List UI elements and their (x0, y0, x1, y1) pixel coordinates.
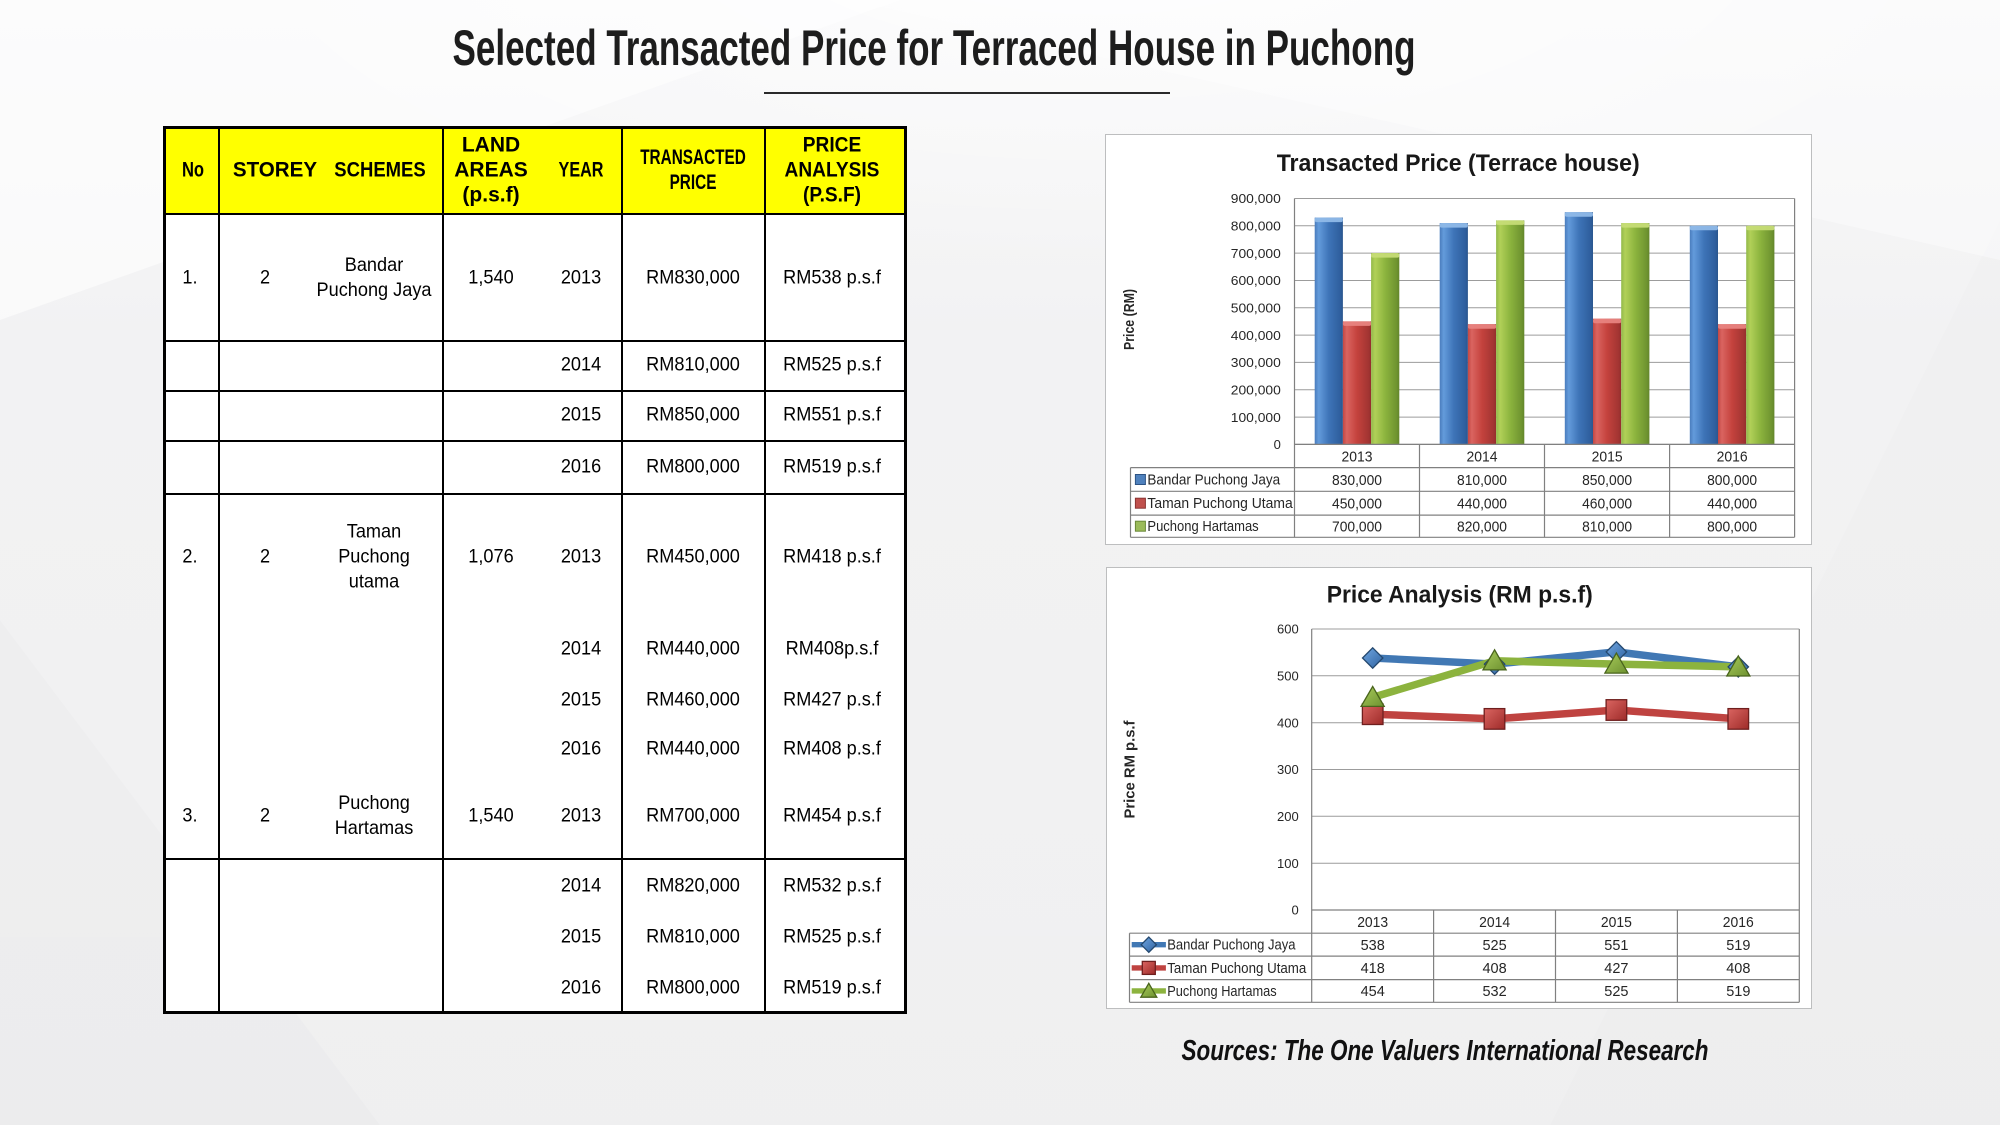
svg-text:Taman Puchong Utama: Taman Puchong Utama (1167, 960, 1307, 977)
svg-text:Puchong Hartamas: Puchong Hartamas (1167, 983, 1276, 1000)
svg-text:418: 418 (1361, 961, 1385, 977)
svg-text:454: 454 (1361, 984, 1385, 1000)
svg-text:700,000: 700,000 (1332, 519, 1382, 536)
svg-text:100,000: 100,000 (1231, 410, 1281, 425)
svg-text:Price Analysis (RM p.s.f): Price Analysis (RM p.s.f) (1327, 581, 1593, 608)
svg-text:2014: 2014 (1479, 914, 1510, 931)
svg-text:532: 532 (1482, 984, 1506, 1000)
svg-text:440,000: 440,000 (1707, 496, 1757, 513)
svg-text:810,000: 810,000 (1457, 472, 1507, 489)
svg-text:538: 538 (1361, 938, 1385, 954)
svg-text:Selected Transacted Price for: Selected Transacted Price for Terraced H… (453, 20, 1416, 76)
svg-text:408: 408 (1726, 961, 1750, 977)
svg-text:Price RM p.s.f: Price RM p.s.f (1122, 720, 1139, 819)
svg-text:525: 525 (1482, 938, 1506, 954)
svg-text:300: 300 (1277, 762, 1299, 777)
svg-text:Puchong Hartamas: Puchong Hartamas (1147, 518, 1258, 535)
svg-text:0: 0 (1291, 903, 1298, 918)
svg-text:800,000: 800,000 (1231, 219, 1281, 234)
svg-text:2015: 2015 (1601, 914, 1632, 931)
svg-text:810,000: 810,000 (1582, 519, 1632, 536)
svg-text:830,000: 830,000 (1332, 472, 1382, 489)
svg-text:800,000: 800,000 (1707, 472, 1757, 489)
svg-text:Bandar Puchong Jaya: Bandar Puchong Jaya (1147, 472, 1280, 489)
svg-text:500,000: 500,000 (1231, 301, 1281, 316)
svg-text:2013: 2013 (1357, 914, 1388, 931)
svg-text:Transacted Price (Terrace hous: Transacted Price (Terrace house) (1277, 150, 1640, 177)
svg-text:500: 500 (1277, 669, 1299, 684)
svg-text:0: 0 (1274, 437, 1281, 452)
svg-text:Taman Puchong Utama: Taman Puchong Utama (1147, 495, 1293, 512)
svg-text:525: 525 (1604, 984, 1628, 1000)
svg-text:551: 551 (1604, 938, 1628, 954)
svg-text:2016: 2016 (1723, 914, 1754, 931)
svg-text:600: 600 (1277, 622, 1299, 637)
svg-text:300,000: 300,000 (1231, 355, 1281, 370)
svg-text:427: 427 (1604, 961, 1628, 977)
svg-text:408: 408 (1482, 961, 1506, 977)
svg-text:900,000: 900,000 (1231, 191, 1281, 206)
svg-text:400,000: 400,000 (1231, 328, 1281, 343)
svg-text:820,000: 820,000 (1457, 519, 1507, 536)
svg-text:Sources: The One Valuers Inter: Sources: The One Valuers International R… (1182, 1035, 1709, 1067)
svg-text:460,000: 460,000 (1582, 496, 1632, 513)
svg-text:2015: 2015 (1592, 448, 1623, 465)
svg-text:2014: 2014 (1467, 448, 1498, 465)
svg-text:519: 519 (1726, 984, 1750, 1000)
svg-text:600,000: 600,000 (1231, 273, 1281, 288)
svg-text:200,000: 200,000 (1231, 383, 1281, 398)
svg-text:2016: 2016 (1717, 448, 1748, 465)
svg-text:440,000: 440,000 (1457, 496, 1507, 513)
svg-text:850,000: 850,000 (1582, 472, 1632, 489)
svg-text:Price (RM): Price (RM) (1121, 289, 1138, 350)
svg-text:800,000: 800,000 (1707, 519, 1757, 536)
svg-text:400: 400 (1277, 715, 1299, 730)
svg-text:Bandar Puchong Jaya: Bandar Puchong Jaya (1167, 937, 1296, 954)
svg-text:519: 519 (1726, 938, 1750, 954)
svg-text:200: 200 (1277, 809, 1299, 824)
svg-text:2013: 2013 (1342, 448, 1373, 465)
svg-text:700,000: 700,000 (1231, 246, 1281, 261)
svg-text:100: 100 (1277, 856, 1299, 871)
svg-text:450,000: 450,000 (1332, 496, 1382, 513)
